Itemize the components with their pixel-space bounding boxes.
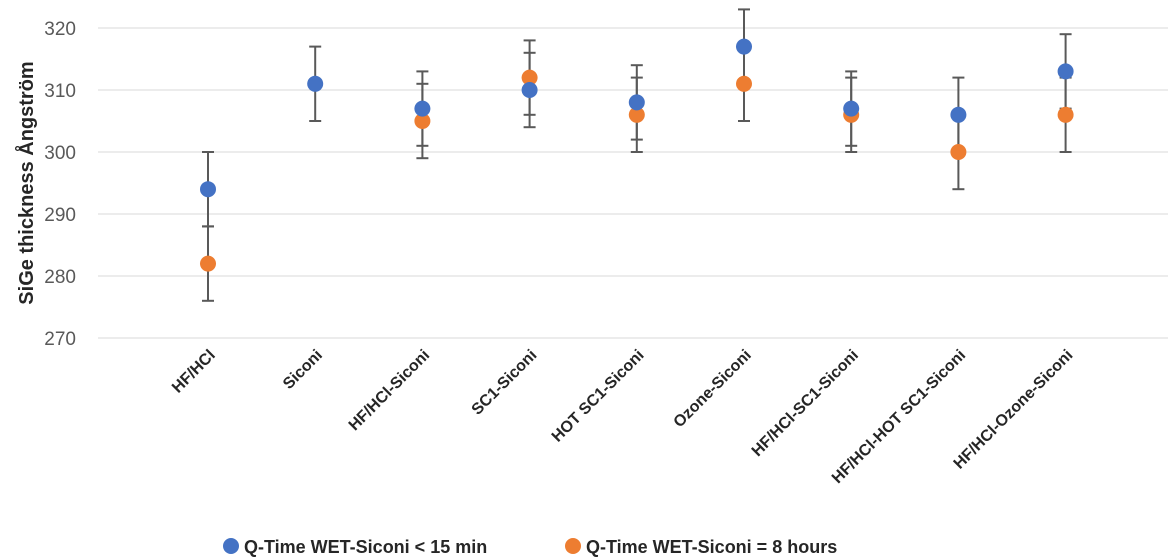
data-point-series-1 [843,100,860,117]
data-point-series-2 [628,106,645,123]
data-point-series-2 [950,144,967,160]
data-points [200,38,1074,272]
y-tick-label: 290 [44,205,76,226]
x-category-label: HF/HCl-SC1-Siconi [749,347,862,460]
x-category-label: Siconi [280,347,326,393]
data-point-series-1 [628,94,645,111]
legend: Q-Time WET-Siconi < 15 min Q-Time WET-Si… [223,537,837,557]
legend-marker-series-2 [565,538,581,554]
data-point-series-2 [200,255,216,272]
x-category-label: Ozone-Siconi [671,347,755,431]
y-tick-labels: 270 280 290 300 310 320 [44,19,76,350]
x-category-label: HF/HCl-Siconi [346,347,433,434]
data-point-series-2 [736,75,752,92]
data-point-series-1 [736,38,752,55]
x-category-label: HF/HCl [169,347,219,397]
y-tick-label: 270 [44,329,76,350]
gridlines [98,27,1168,339]
data-point-series-1 [521,82,538,98]
legend-label-series-1: Q-Time WET-Siconi < 15 min [244,537,487,557]
x-category-label: HF/HCl-Ozone-Siconi [951,347,1077,473]
y-tick-label: 310 [44,81,76,102]
legend-marker-series-1 [223,538,239,554]
legend-label-series-2: Q-Time WET-Siconi = 8 hours [586,537,837,557]
data-point-series-1 [1057,63,1074,80]
data-point-series-1 [307,75,324,92]
data-point-series-2 [521,69,538,86]
data-point-series-1 [200,181,216,198]
error-bars [202,8,1072,302]
data-point-series-1 [950,106,967,123]
data-point-series-1 [414,100,431,117]
y-tick-label: 320 [44,19,76,40]
x-category-labels: HF/HCl Siconi HF/HCl-Siconi SC1-Siconi HOT S… [169,347,1076,487]
x-category-label: SC1-Siconi [469,347,541,419]
data-point-series-2 [414,113,431,129]
y-tick-label: 280 [44,267,76,288]
y-axis-title: SiGe thickness Ångström [14,61,38,304]
data-point-series-2 [1057,106,1074,123]
x-category-label: HOT SC1-Siconi [549,347,648,446]
y-tick-label: 300 [44,143,76,164]
